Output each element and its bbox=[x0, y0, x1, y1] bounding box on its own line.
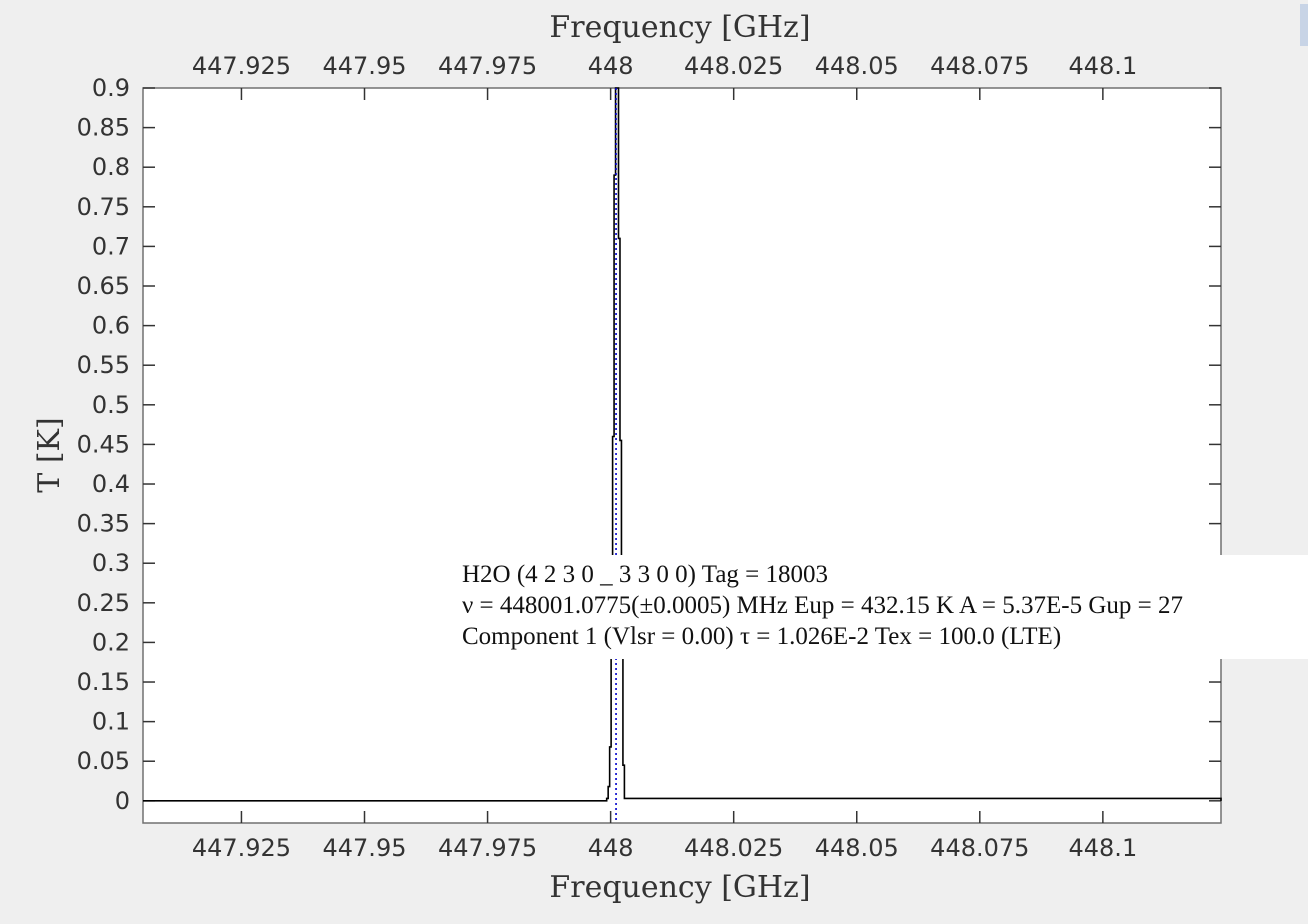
y-tick-label: 0.8 bbox=[92, 153, 130, 181]
y-tick-label: 0.5 bbox=[92, 391, 130, 419]
x-tick-label-top: 448 bbox=[588, 52, 634, 80]
x-tick-label-bottom: 448.05 bbox=[815, 834, 899, 862]
x-tick-label-bottom: 447.975 bbox=[438, 834, 537, 862]
x-tick-label-bottom: 447.925 bbox=[192, 834, 291, 862]
y-tick-label: 0.05 bbox=[77, 747, 130, 775]
y-tick-label: 0.65 bbox=[77, 272, 130, 300]
x-tick-label-top: 448.075 bbox=[930, 52, 1029, 80]
spectrum-line bbox=[143, 87, 1222, 802]
x-tick-label-bottom: 448.025 bbox=[684, 834, 783, 862]
y-tick-label: 0.7 bbox=[92, 232, 130, 260]
x-tick-label-bottom: 448 bbox=[588, 834, 634, 862]
y-tick-label: 0.25 bbox=[77, 589, 130, 617]
y-tick-label: 0.85 bbox=[77, 114, 130, 142]
window-edge-handle[interactable] bbox=[1300, 4, 1308, 46]
x-tick-label-top: 447.95 bbox=[323, 52, 407, 80]
y-tick-label: 0.55 bbox=[77, 351, 130, 379]
x-tick-label-top: 447.925 bbox=[192, 52, 291, 80]
y-tick-label: 0.2 bbox=[92, 628, 130, 656]
x-axis-title-top: Frequency [GHz] bbox=[549, 10, 810, 45]
y-tick-label: 0.1 bbox=[92, 708, 130, 736]
plot-area bbox=[142, 87, 1222, 824]
line-info-tooltip: H2O (4 2 3 0 _ 3 3 0 0) Tag = 18003 ν = … bbox=[452, 555, 1308, 659]
x-tick-label-top: 447.975 bbox=[438, 52, 537, 80]
y-tick-label: 0.9 bbox=[92, 74, 130, 102]
y-tick-label: 0 bbox=[115, 787, 130, 815]
x-axis-title-bottom: Frequency [GHz] bbox=[549, 870, 810, 905]
tick-labels: 447.925 447.925 447.95 447.95 447.975 447.975… bbox=[77, 52, 1138, 862]
x-tick-label-bottom: 447.95 bbox=[323, 834, 407, 862]
y-tick-label: 0.45 bbox=[77, 430, 130, 458]
x-tick-label-top: 448.1 bbox=[1069, 52, 1138, 80]
series-layer bbox=[143, 87, 1222, 823]
tick-marks bbox=[143, 87, 1221, 823]
y-tick-label: 0.4 bbox=[92, 470, 130, 498]
tooltip-line-component: Component 1 (Vlsr = 0.00) τ = 1.026E-2 T… bbox=[462, 623, 1062, 650]
y-tick-label: 0.15 bbox=[77, 668, 130, 696]
y-tick-label: 0.75 bbox=[77, 193, 130, 221]
y-axis-title: T [K] bbox=[32, 417, 67, 492]
x-tick-label-bottom: 448.075 bbox=[930, 834, 1029, 862]
x-tick-label-bottom: 448.1 bbox=[1069, 834, 1138, 862]
x-tick-label-top: 448.05 bbox=[815, 52, 899, 80]
tooltip-line-species: H2O (4 2 3 0 _ 3 3 0 0) Tag = 18003 bbox=[462, 561, 829, 588]
x-tick-label-top: 448.025 bbox=[684, 52, 783, 80]
y-tick-label: 0.3 bbox=[92, 549, 130, 577]
tooltip-line-frequency: ν = 448001.0775(±0.0005) MHz Eup = 432.1… bbox=[462, 592, 1183, 619]
y-tick-label: 0.6 bbox=[92, 312, 130, 340]
y-tick-label: 0.35 bbox=[77, 510, 130, 538]
